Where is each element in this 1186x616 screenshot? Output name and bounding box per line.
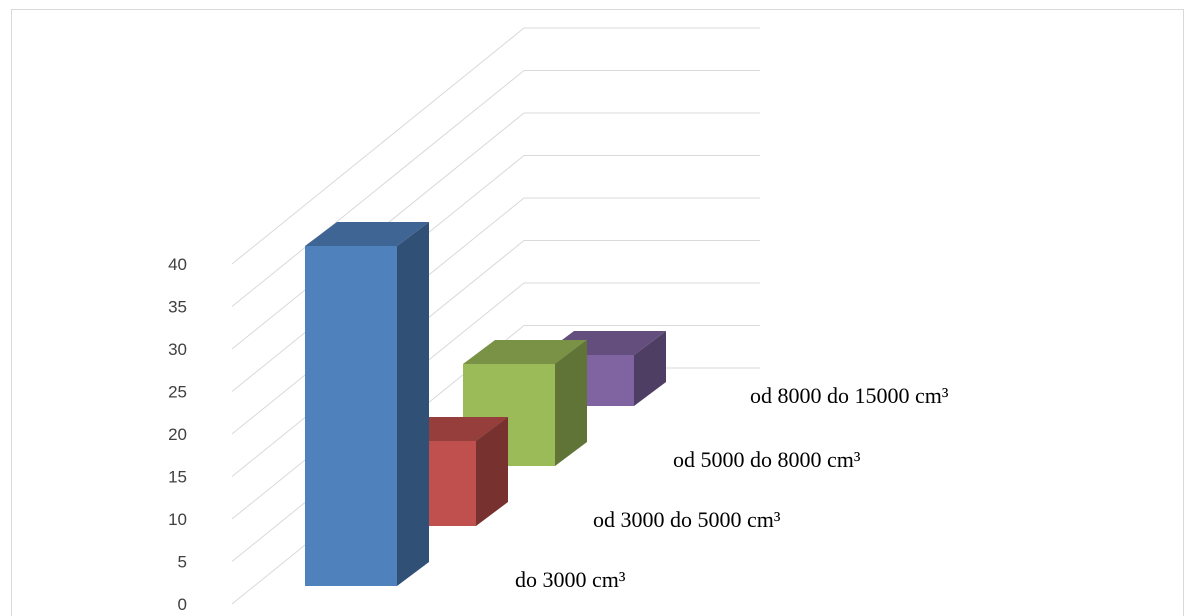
bar-side xyxy=(555,340,587,466)
y-tick-label: 40 xyxy=(168,255,187,274)
bar xyxy=(305,222,429,586)
category-label: od 5000 do 8000 cm³ xyxy=(673,447,861,472)
bar-top xyxy=(305,222,429,246)
y-tick-label: 10 xyxy=(168,510,187,529)
y-tick-label: 20 xyxy=(168,425,187,444)
bar-side xyxy=(476,417,508,526)
category-label: do 3000 cm³ xyxy=(515,567,626,592)
bars xyxy=(305,222,666,586)
bar-top xyxy=(463,340,587,364)
bar-side xyxy=(397,222,429,586)
y-tick-label: 5 xyxy=(178,553,187,572)
gridline-depth xyxy=(231,27,525,265)
y-tick-label: 0 xyxy=(178,595,187,614)
category-label: od 3000 do 5000 cm³ xyxy=(593,507,781,532)
category-labels: do 3000 cm³ od 3000 do 5000 cm³ od 5000 do… xyxy=(515,383,949,592)
y-tick-label: 25 xyxy=(168,383,187,402)
category-label: od 8000 do 15000 cm³ xyxy=(750,383,949,408)
y-axis-ticks: 0 5 10 15 20 25 30 35 40 xyxy=(168,255,187,614)
chart-area xyxy=(11,9,1184,616)
y-tick-label: 30 xyxy=(168,340,187,359)
bar-side xyxy=(634,331,666,406)
gridline-depth xyxy=(231,70,525,307)
bar-front xyxy=(305,246,397,586)
y-tick-label: 35 xyxy=(168,298,187,317)
y-tick-label: 15 xyxy=(168,468,187,487)
